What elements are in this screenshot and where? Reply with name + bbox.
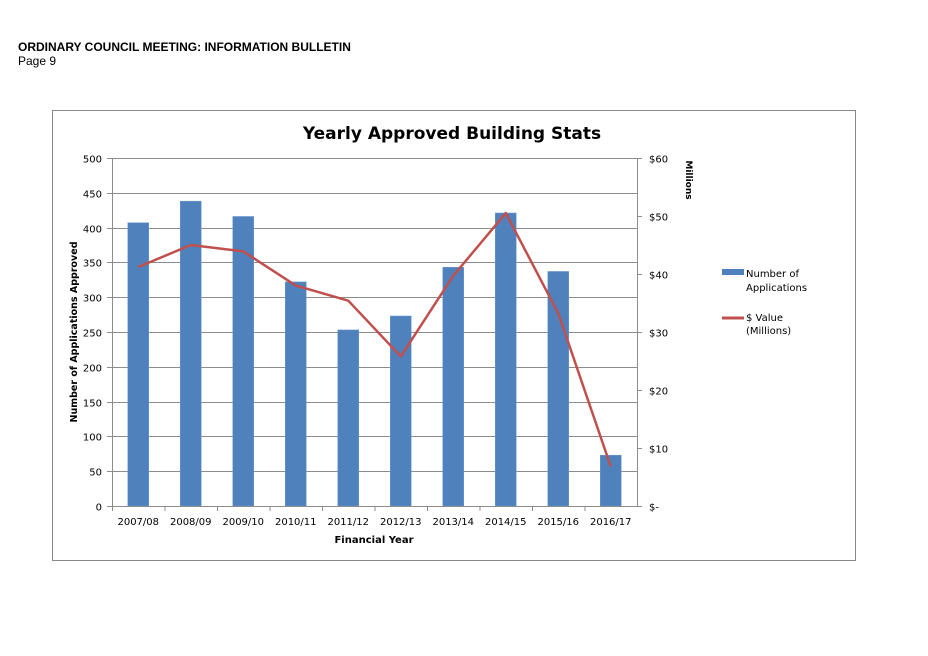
y-tick-label: 350 [83,259,102,270]
y2-tick-label: $30 [649,329,668,340]
bar-2011-12 [337,329,359,507]
y-tick-label: 200 [83,364,102,375]
legend-label-value-1: $ Value [746,313,783,324]
y-axis-label: Number of Applications Approved [69,242,80,423]
x-tick-label: 2010/11 [275,517,317,528]
x-tick-label: 2012/13 [380,517,422,528]
y2-tick-label: $40 [649,271,668,282]
bar-2015-16 [547,271,569,507]
x-tick-label: 2009/10 [222,517,264,528]
legend-label-applications-2: Applications [746,283,807,294]
y2-tick-label: $20 [649,387,668,398]
y-tick-label: 0 [96,503,102,514]
x-tick-label: 2014/15 [485,517,527,528]
legend: Number of Applications $ Value (Millions… [722,269,807,337]
legend-label-applications-1: Number of [746,269,799,280]
legend-swatch-applications [722,269,744,275]
y-tick-label: 500 [83,155,102,166]
x-tick-label: 2013/14 [432,517,474,528]
x-axis-label: Financial Year [334,535,413,546]
y-tick-label: 450 [83,190,102,201]
bar-2014-15 [495,212,517,507]
y2-tick-label: $10 [649,445,668,456]
legend-label-value-2: (Millions) [746,326,791,337]
y2-tick-label: $50 [649,213,668,224]
y2-axis-label: Millions [683,160,693,199]
bar-2010-11 [285,281,307,507]
x-tick-label: 2011/12 [327,517,369,528]
y-tick-label: 50 [89,468,102,479]
y-tick-label: 150 [83,399,102,410]
page-number: Page 9 [18,54,57,68]
document-header: ORDINARY COUNCIL MEETING: INFORMATION BU… [18,40,351,54]
bar-2013-14 [442,267,464,507]
y-tick-label: 250 [83,329,102,340]
x-tick-label: 2015/16 [537,517,579,528]
value-line [137,211,612,468]
y-tick-label: 100 [83,433,102,444]
y2-tick-label: $60 [649,155,668,166]
bar-2009-10 [232,216,254,507]
x-tick-label: 2007/08 [117,517,159,528]
x-tick-label: 2016/17 [590,517,632,528]
y-tick-label: 300 [83,294,102,305]
x-tick-label: 2008/09 [170,517,212,528]
y-tick-label: 400 [83,225,102,236]
chart-title: Yearly Approved Building Stats [302,124,601,144]
y2-tick-label: $- [649,503,659,514]
